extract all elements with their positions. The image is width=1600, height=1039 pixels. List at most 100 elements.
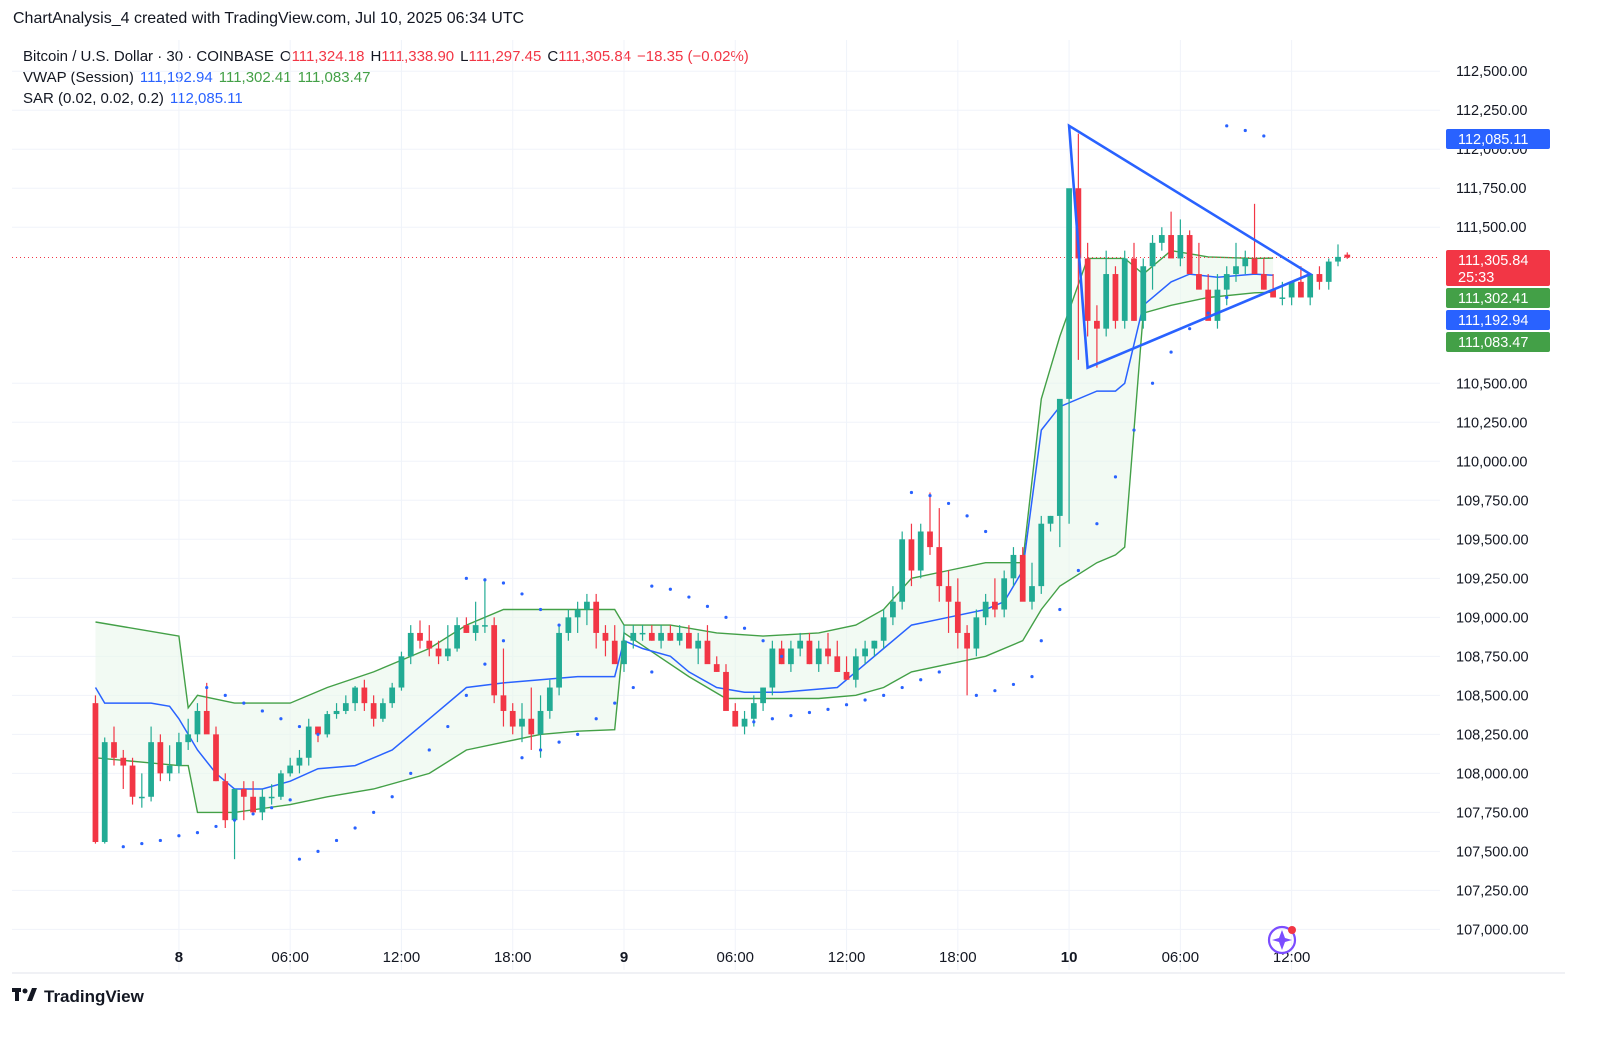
candle-body xyxy=(528,718,535,735)
open-label: O xyxy=(279,48,292,65)
low-value: 111,297.45 xyxy=(468,48,542,65)
x-tick-label: 10 xyxy=(1061,949,1078,966)
price-badge-text: 111,302.41 xyxy=(1458,291,1528,307)
candle-body xyxy=(1335,256,1341,262)
candle-body xyxy=(1186,235,1193,275)
sar-dot xyxy=(576,732,580,736)
candle-body xyxy=(166,765,173,774)
candle-body xyxy=(1270,289,1276,298)
legend-symbol-row[interactable]: Bitcoin / U.S. Dollar · 30 · COINBASE O 11… xyxy=(23,46,755,67)
candle-body xyxy=(695,640,702,649)
candle-body xyxy=(1103,274,1110,329)
candle-body xyxy=(213,734,219,782)
y-tick-label: 109,500.00 xyxy=(1456,532,1529,548)
candle-body xyxy=(1288,281,1295,298)
candle-body xyxy=(268,796,275,799)
price-badge-text: 111,305.84 xyxy=(1458,253,1528,269)
sar-label[interactable]: SAR (0.02, 0.02, 0.2) xyxy=(23,90,164,107)
sar-dot xyxy=(520,756,524,760)
symbol-name[interactable]: Bitcoin / U.S. Dollar · 30 · COINBASE xyxy=(23,48,274,65)
assistant-sparkle-icon[interactable] xyxy=(1267,925,1297,955)
candle-body xyxy=(222,781,229,821)
sar-dot xyxy=(372,810,376,814)
candle-body xyxy=(1316,274,1323,282)
candle-body xyxy=(472,625,479,633)
candle-body xyxy=(899,539,906,602)
candle-body xyxy=(732,710,739,727)
legend-sar-row[interactable]: SAR (0.02, 0.02, 0.2) 112,085.11 xyxy=(23,88,755,109)
candle-body xyxy=(120,757,127,766)
candle-body xyxy=(1038,523,1045,587)
sar-dot xyxy=(705,604,710,609)
sar-dot xyxy=(807,710,812,715)
sar-dot xyxy=(1095,522,1099,526)
price-axis[interactable]: 107,000.00 107,250.00 107,500.00 107,750.00… xyxy=(1456,64,1529,938)
created-line: ChartAnalysis_4 created with TradingView… xyxy=(13,10,525,27)
sar-dot xyxy=(900,685,904,690)
candle-body xyxy=(111,742,117,758)
sar-dot xyxy=(158,838,162,843)
legend-vwap-row[interactable]: VWAP (Session) 111,192.94 111,302.41 111,08… xyxy=(23,67,755,88)
candle-body xyxy=(843,671,850,680)
sar-dot xyxy=(214,824,218,829)
sar-dot xyxy=(446,724,450,729)
sar-dot xyxy=(483,662,487,666)
candle-body xyxy=(1121,258,1128,321)
sar-dot xyxy=(557,623,561,627)
sar-dot xyxy=(1058,607,1062,612)
sar-dot xyxy=(483,578,487,582)
sar-dot xyxy=(288,798,292,802)
candle-body xyxy=(1168,235,1174,259)
sar-dot xyxy=(520,592,524,596)
sar-dot xyxy=(501,639,506,643)
sar-dot xyxy=(1225,124,1229,128)
sar-dot xyxy=(427,748,431,752)
y-tick-label: 112,250.00 xyxy=(1456,103,1528,119)
sar-value: 112,085.11 xyxy=(169,90,243,107)
vwap-value: 111,192.94 xyxy=(139,69,213,86)
candle-body xyxy=(519,718,525,727)
sar-dot xyxy=(1150,381,1155,385)
sar-dot xyxy=(631,685,635,690)
candle-body xyxy=(342,703,349,711)
candle-body xyxy=(1307,274,1314,298)
candle-body xyxy=(584,601,590,610)
candle-body xyxy=(1010,554,1017,579)
candle-body xyxy=(1001,578,1008,610)
sar-dot xyxy=(1206,311,1210,315)
candle-body xyxy=(676,632,683,641)
x-tick-label: 06:00 xyxy=(271,949,309,966)
tradingview-logo-icon xyxy=(12,986,38,1007)
candle-body xyxy=(287,765,294,774)
candle-body xyxy=(954,601,961,633)
tradingview-logo[interactable]: TradingView xyxy=(12,986,144,1007)
candle-body xyxy=(574,609,581,618)
candle-body xyxy=(945,586,952,602)
candle-body xyxy=(398,656,405,688)
candle-body xyxy=(537,710,544,735)
candle-body xyxy=(92,703,99,843)
sar-dot xyxy=(232,818,237,822)
candle-body xyxy=(352,687,358,704)
sar-dot xyxy=(928,494,932,498)
band-fill xyxy=(95,250,1274,813)
candle-body xyxy=(871,640,878,649)
x-tick-label: 12:00 xyxy=(828,949,866,966)
time-axis[interactable]: 8 06:00 12:00 18:00 9 06:00 12:00 18:00 10 06:00 1… xyxy=(12,949,1565,974)
candle-body xyxy=(1214,289,1221,321)
candle-body xyxy=(1066,188,1072,399)
candle-body xyxy=(482,625,488,627)
candle-body xyxy=(565,617,572,633)
sar-dot xyxy=(390,795,394,799)
candle-body xyxy=(611,640,618,665)
candle-body xyxy=(908,539,915,571)
price-badge xyxy=(1446,129,1550,149)
vwap-label[interactable]: VWAP (Session) xyxy=(23,69,134,86)
triangle-drawing[interactable] xyxy=(1067,123,1314,370)
x-tick-label: 06:00 xyxy=(1162,949,1200,966)
sar-dot xyxy=(251,812,255,816)
vwap-lower-value: 111,083.47 xyxy=(297,69,371,86)
candle-body xyxy=(593,601,600,633)
sar-dot xyxy=(863,698,867,702)
